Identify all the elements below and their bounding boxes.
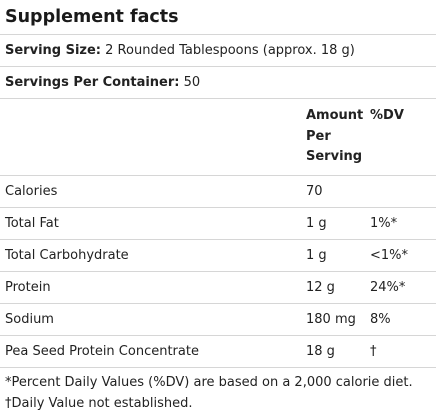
nutrient-amount: 70 — [306, 184, 323, 199]
nutrient-dv — [370, 176, 436, 208]
serving-size-label: Serving Size: — [5, 43, 102, 58]
table-row: Pea Seed Protein Concentrate 18 g † — [0, 336, 436, 368]
nutrient-dv: † — [370, 344, 377, 359]
nutrient-name: Sodium — [5, 312, 54, 327]
table-row: Sodium 180 mg 8% — [0, 304, 436, 336]
nutrient-amount: 1 g — [306, 248, 327, 263]
nutrient-dv: 24%* — [370, 280, 406, 295]
nutrient-name: Total Fat — [5, 216, 59, 231]
table-header-row: Amount Per Serving %DV — [0, 99, 436, 176]
servings-per-container-value: 50 — [183, 75, 201, 90]
nutrient-column-header — [0, 99, 306, 176]
nutrient-amount: 1 g — [306, 216, 327, 231]
table-row: Total Fat 1 g 1%* — [0, 208, 436, 240]
footnote-dv-not-established: †Daily Value not established. — [5, 396, 193, 411]
table-row: Calories 70 — [0, 176, 436, 208]
amount-header-line: Per — [306, 128, 331, 144]
serving-size-value: 2 Rounded Tablespoons (approx. 18 g) — [105, 43, 355, 58]
nutrient-dv: <1%* — [370, 248, 409, 263]
amount-column-header: Amount Per Serving — [306, 99, 370, 176]
servings-per-container-row: Servings Per Container: 50 — [0, 67, 436, 99]
nutrient-name: Protein — [5, 280, 51, 295]
serving-size-row: Serving Size: 2 Rounded Tablespoons (app… — [0, 35, 436, 67]
nutrient-amount: 12 g — [306, 280, 335, 295]
footnotes: *Percent Daily Values (%DV) are based on… — [0, 368, 436, 414]
nutrient-table: Amount Per Serving %DV Calories 70 Total… — [0, 99, 436, 368]
amount-header-line: Serving — [306, 149, 363, 164]
table-row: Total Carbohydrate 1 g <1%* — [0, 240, 436, 272]
nutrient-amount: 180 mg — [306, 312, 356, 327]
amount-header-line: Amount — [306, 108, 364, 123]
nutrient-name: Total Carbohydrate — [5, 248, 129, 263]
table-row: Protein 12 g 24%* — [0, 272, 436, 304]
footnote-dv-basis: *Percent Daily Values (%DV) are based on… — [5, 375, 413, 390]
dv-column-header: %DV — [370, 108, 404, 123]
nutrient-dv: 1%* — [370, 216, 398, 231]
nutrient-dv: 8% — [370, 312, 391, 327]
servings-per-container-label: Servings Per Container: — [5, 75, 180, 90]
nutrient-name: Pea Seed Protein Concentrate — [5, 344, 199, 359]
nutrient-amount: 18 g — [306, 344, 335, 359]
panel-title: Supplement facts — [0, 0, 436, 35]
nutrient-name: Calories — [5, 184, 58, 199]
